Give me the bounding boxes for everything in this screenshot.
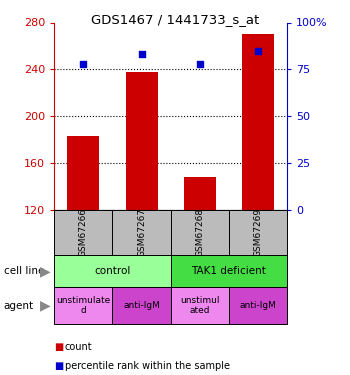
Bar <box>126 72 158 210</box>
Point <box>139 51 144 57</box>
Text: GDS1467 / 1441733_s_at: GDS1467 / 1441733_s_at <box>91 13 259 26</box>
Text: count: count <box>65 342 92 352</box>
Text: anti-IgM: anti-IgM <box>239 301 276 310</box>
Text: GSM67269: GSM67269 <box>253 208 262 257</box>
Text: unstimulate
d: unstimulate d <box>56 296 111 315</box>
Text: GSM67267: GSM67267 <box>137 208 146 257</box>
Text: ■: ■ <box>54 361 63 370</box>
Text: unstimul
ated: unstimul ated <box>180 296 219 315</box>
Text: ▶: ▶ <box>40 298 51 313</box>
Text: agent: agent <box>4 301 34 310</box>
Bar <box>229 210 287 255</box>
Text: GSM67268: GSM67268 <box>195 208 204 257</box>
Text: ■: ■ <box>54 342 63 352</box>
Bar <box>112 210 171 255</box>
Point <box>255 48 261 54</box>
Bar <box>171 287 229 324</box>
Text: control: control <box>94 266 131 276</box>
Bar <box>242 34 274 210</box>
Bar <box>229 287 287 324</box>
Bar <box>171 255 287 287</box>
Text: percentile rank within the sample: percentile rank within the sample <box>65 361 230 370</box>
Point <box>80 61 86 67</box>
Text: cell line: cell line <box>4 266 44 276</box>
Bar <box>112 287 171 324</box>
Bar <box>171 210 229 255</box>
Text: anti-IgM: anti-IgM <box>123 301 160 310</box>
Text: GSM67266: GSM67266 <box>79 208 88 257</box>
Text: TAK1 deficient: TAK1 deficient <box>191 266 266 276</box>
Bar <box>54 210 112 255</box>
Bar <box>54 255 171 287</box>
Text: ▶: ▶ <box>40 264 51 278</box>
Bar <box>184 177 216 210</box>
Bar <box>67 136 99 210</box>
Point <box>197 61 203 67</box>
Bar <box>54 287 112 324</box>
